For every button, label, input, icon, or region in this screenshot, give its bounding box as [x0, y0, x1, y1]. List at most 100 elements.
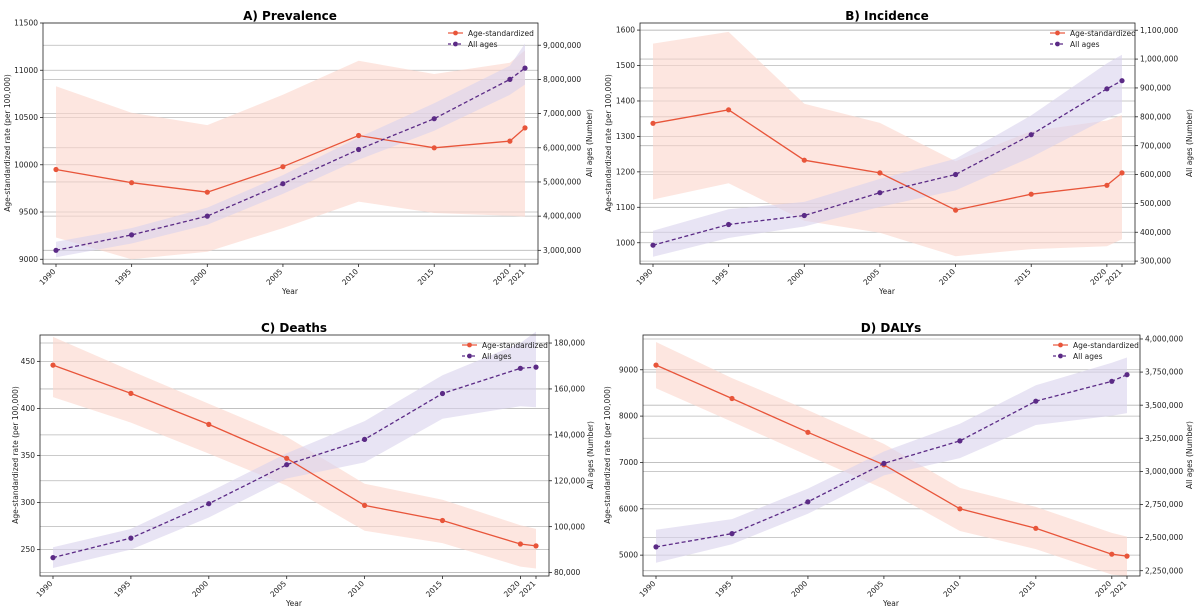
legend-marker-all-ages	[1055, 41, 1060, 47]
legend-marker-age-standardized	[453, 30, 458, 36]
ci-band-all-ages	[656, 357, 1127, 563]
data-point-all-ages	[356, 146, 362, 153]
legend-marker-age-standardized	[1055, 30, 1060, 36]
data-point-age-standardized	[801, 157, 807, 163]
panel-title: B) Incidence	[845, 9, 929, 23]
x-tick-label: 1990	[38, 267, 58, 287]
data-point-all-ages	[957, 438, 963, 444]
data-point-all-ages	[953, 171, 959, 178]
legend-marker-all-ages	[1058, 353, 1063, 359]
data-point-all-ages	[1028, 132, 1034, 138]
legend-marker-age-standardized	[467, 342, 472, 348]
y-axis-label: Age-standardized rate (per 100,000)	[3, 74, 12, 212]
data-point-age-standardized	[128, 390, 134, 396]
ci-band-age-standardized	[56, 50, 525, 260]
y2-tick-label: 2,250,000	[1145, 566, 1183, 575]
y2-tick-label: 700,000	[1140, 141, 1171, 150]
y2-tick-label: 3,250,000	[1145, 434, 1183, 443]
data-point-age-standardized	[517, 541, 523, 547]
y2-tick-label: 600,000	[1140, 170, 1171, 179]
legend-marker-all-ages	[453, 41, 458, 47]
y-tick-label: 1100	[616, 203, 635, 212]
plot-layer	[640, 29, 1135, 262]
x-tick-label: 2010	[941, 579, 961, 599]
panel-title: C) Deaths	[261, 321, 327, 335]
y2-axis-label: All ages (Number)	[1185, 421, 1194, 489]
data-point-all-ages	[53, 247, 59, 253]
x-tick-label: 1995	[710, 267, 730, 287]
x-tick-label: 2000	[786, 267, 806, 287]
x-tick-label: 2010	[340, 267, 360, 287]
data-point-age-standardized	[362, 502, 368, 508]
x-tick-label: 2015	[1013, 267, 1033, 287]
x-tick-label: 2000	[189, 267, 209, 287]
y-axis-label: Age-standardized rate (per 100,000)	[11, 386, 20, 524]
y2-tick-label: 160,000	[554, 385, 585, 394]
x-tick-label: 2005	[861, 267, 881, 287]
data-point-age-standardized	[1124, 553, 1130, 559]
data-point-age-standardized	[50, 362, 56, 368]
y-tick-label: 1600	[616, 26, 635, 35]
data-point-all-ages	[362, 436, 368, 442]
data-point-age-standardized	[439, 517, 446, 524]
y2-tick-label: 4,000,000	[543, 212, 581, 221]
plot-area	[642, 334, 1141, 577]
y-tick-label: 9000	[19, 255, 38, 264]
y2-tick-label: 800,000	[1140, 112, 1171, 121]
x-tick-label: 2020	[1093, 579, 1113, 599]
x-axis-label: Year	[285, 599, 303, 608]
y2-tick-label: 100,000	[554, 522, 585, 531]
panel-dalys: D) DALYs Year Age-standardized rate (per…	[603, 321, 1194, 608]
y-tick-label: 250	[21, 545, 36, 554]
data-point-all-ages	[1119, 78, 1125, 84]
y-tick-label: 1200	[616, 167, 635, 176]
y2-tick-label: 140,000	[554, 430, 585, 439]
plot-layer	[643, 338, 1140, 576]
y-tick-label: 1500	[616, 61, 635, 70]
plot-area	[639, 22, 1136, 265]
legend: Age-standardized All ages	[1053, 341, 1139, 361]
data-point-age-standardized	[1109, 551, 1115, 557]
y2-tick-label: 900,000	[1140, 84, 1171, 93]
y2-tick-label: 3,500,000	[1145, 401, 1183, 410]
x-tick-label: 1995	[112, 579, 132, 599]
data-point-all-ages	[507, 76, 513, 82]
data-point-age-standardized	[356, 132, 362, 139]
data-point-all-ages	[284, 462, 290, 468]
data-point-all-ages	[726, 221, 732, 228]
data-point-age-standardized	[533, 543, 539, 549]
panel-title: A) Prevalence	[243, 9, 337, 23]
x-tick-label: 2000	[789, 579, 809, 599]
y2-axis-label: All ages (Number)	[585, 109, 594, 177]
y-tick-label: 450	[21, 357, 36, 366]
y-tick-label: 300	[21, 498, 36, 507]
y2-tick-label: 6,000,000	[543, 143, 581, 152]
data-point-age-standardized	[650, 120, 656, 126]
panel-title: D) DALYs	[861, 321, 921, 335]
series-line-age-standardized	[55, 127, 526, 193]
y-tick-label: 10000	[14, 160, 38, 169]
data-point-all-ages	[877, 190, 883, 196]
data-point-age-standardized	[280, 164, 286, 170]
y2-tick-label: 3,750,000	[1145, 368, 1183, 377]
y-tick-label: 7000	[619, 458, 638, 467]
y-tick-label: 6000	[619, 504, 638, 513]
y2-axis-label: All ages (Number)	[1185, 109, 1194, 177]
data-point-age-standardized	[431, 145, 437, 151]
y2-tick-label: 5,000,000	[543, 178, 581, 187]
plot-layer	[43, 22, 538, 260]
legend-label-all-ages: All ages	[1070, 40, 1100, 49]
series-line-age-standardized	[652, 109, 1123, 211]
x-tick-label: 2020	[1088, 267, 1108, 287]
data-point-age-standardized	[953, 207, 959, 213]
x-tick-label: 2015	[1017, 579, 1037, 599]
panel-prevalence: A) Prevalence Year Age-standardized rate…	[3, 9, 594, 296]
data-point-all-ages	[729, 531, 735, 537]
panel-deaths: C) Deaths Year Age-standardized rate (pe…	[11, 321, 595, 608]
y2-tick-label: 400,000	[1140, 228, 1171, 237]
x-tick-label: 2010	[937, 267, 957, 287]
x-tick-label: 2015	[424, 579, 444, 599]
y-axis-label: Age-standardized rate (per 100,000)	[603, 386, 612, 524]
x-axis-label: Year	[882, 599, 900, 608]
y2-tick-label: 3,000,000	[543, 246, 581, 255]
